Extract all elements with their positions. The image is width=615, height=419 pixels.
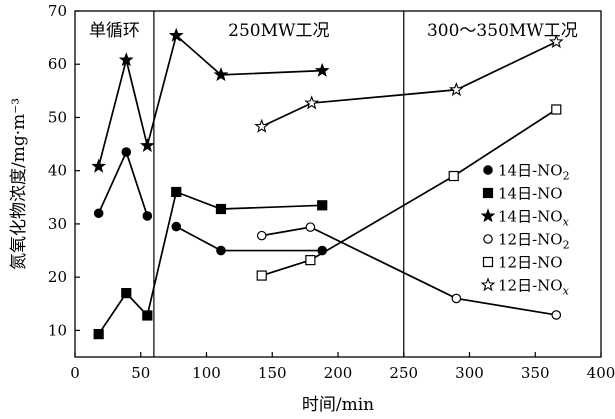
y-tick-label: 20 <box>48 268 67 286</box>
x-tick-label: 50 <box>131 364 150 382</box>
series-line <box>261 41 557 128</box>
x-tick-label: 0 <box>70 364 80 382</box>
region-label: 250MW工况 <box>228 21 329 41</box>
star-marker <box>304 95 320 110</box>
x-tick-label: 400 <box>587 364 615 382</box>
x-tick-label: 100 <box>192 364 221 382</box>
region-labels: 单循环 250MW工况 300～350MW工况 <box>89 21 578 41</box>
x-tick-label: 250 <box>389 364 418 382</box>
square-marker <box>551 104 562 115</box>
y-tick-label: 50 <box>48 108 67 126</box>
region-label: 300～350MW工况 <box>427 21 578 41</box>
circle-marker <box>305 222 316 232</box>
x-axis-title: 时间/min <box>302 395 374 415</box>
circle-marker <box>483 165 493 175</box>
y-axis-title: 氮氧化物浓度/mg·m⁻³ <box>9 98 29 270</box>
circle-marker <box>142 211 153 221</box>
series-line <box>97 190 323 335</box>
circle-marker <box>483 234 493 244</box>
square-marker <box>142 310 153 321</box>
star-marker <box>448 82 464 97</box>
circle-marker <box>551 310 562 320</box>
square-marker <box>93 329 104 340</box>
x-tick-label: 350 <box>521 364 550 382</box>
y-tick-label: 60 <box>48 55 67 73</box>
region-label: 单循环 <box>89 21 140 41</box>
x-tick-label: 200 <box>324 364 353 382</box>
legend-label: 12日-NO2 <box>498 231 570 252</box>
y-tick-label: 10 <box>48 321 67 339</box>
circle-marker <box>256 230 267 241</box>
legend-label: 14日-NOx <box>498 208 570 229</box>
star-marker <box>118 52 134 67</box>
square-marker <box>256 270 267 281</box>
star-marker <box>480 277 496 292</box>
star-marker <box>314 62 330 77</box>
star-marker <box>139 137 155 152</box>
square-marker <box>215 203 227 215</box>
y-tick-label: 30 <box>48 215 67 233</box>
y-tick-label: 70 <box>48 2 67 20</box>
series-line <box>261 226 557 316</box>
series-line <box>97 33 323 167</box>
legend-label: 12日-NOx <box>498 277 570 298</box>
star-marker <box>168 27 184 42</box>
circle-marker <box>216 245 226 256</box>
circle-marker <box>317 245 328 256</box>
y-tick-label: 40 <box>48 162 67 180</box>
x-tick-label: 150 <box>258 364 287 382</box>
x-tick-label: 300 <box>455 364 484 382</box>
series-line <box>97 149 149 217</box>
series-lines <box>97 33 557 335</box>
circle-marker <box>451 293 462 304</box>
series-markers <box>91 27 564 340</box>
star-marker <box>91 158 107 173</box>
legend-label: 14日-NO2 <box>498 162 570 183</box>
axis-ticks: 0 50 100 150 200 250 300 350 400 10 20 30 40 50 60 70 <box>48 2 615 382</box>
legend-label: 12日-NO <box>498 254 563 272</box>
square-marker <box>482 256 494 268</box>
star-marker <box>480 208 496 223</box>
square-marker <box>305 255 316 266</box>
series-line <box>175 225 323 252</box>
circle-marker <box>93 208 104 219</box>
square-marker <box>121 288 132 299</box>
star-marker <box>548 34 564 49</box>
circle-marker <box>121 147 132 157</box>
square-marker <box>171 186 182 198</box>
square-marker <box>317 200 328 211</box>
square-marker <box>448 170 459 182</box>
legend-label: 14日-NO <box>498 185 563 203</box>
circle-marker <box>171 221 182 232</box>
square-marker <box>482 187 494 199</box>
series-line <box>261 108 557 277</box>
star-marker <box>213 67 229 82</box>
divider-lines <box>153 11 405 357</box>
star-marker <box>254 118 270 133</box>
